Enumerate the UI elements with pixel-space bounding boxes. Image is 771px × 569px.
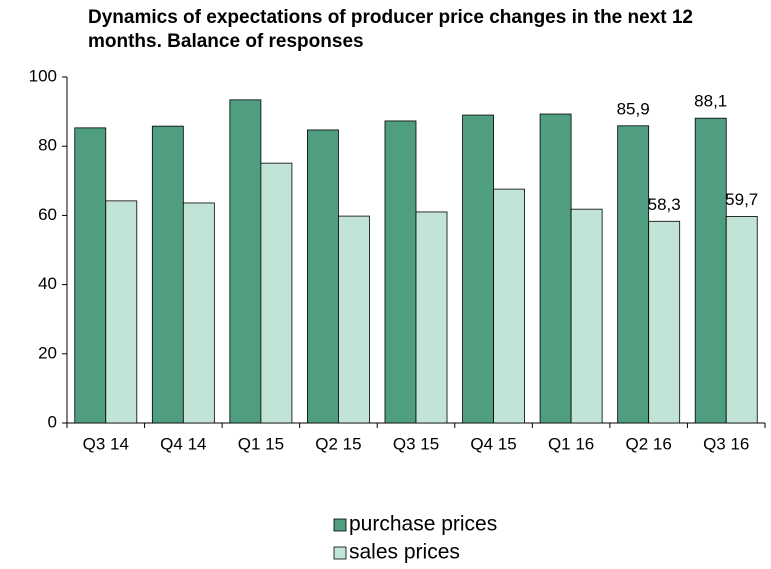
x-tick-label: Q2 16 (626, 434, 672, 453)
x-tick-label: Q1 16 (548, 434, 594, 453)
y-tick-label: 40 (38, 274, 57, 293)
x-tick-label: Q1 15 (238, 434, 284, 453)
bar (338, 215, 370, 424)
bar (648, 220, 681, 424)
bar (462, 114, 494, 424)
y-tick-label: 0 (48, 412, 57, 431)
x-tick-label: Q4 14 (160, 434, 206, 453)
bar (617, 125, 650, 424)
y-tick-label: 20 (38, 343, 57, 362)
x-tick-label: Q2 15 (315, 434, 361, 453)
chart-title: Dynamics of expectations of producer pri… (88, 7, 694, 52)
value-label: 59,7 (725, 190, 758, 209)
bar (539, 113, 572, 424)
bar (694, 117, 727, 424)
legend-label: sales prices (349, 541, 460, 564)
x-tick-label: Q4 15 (470, 434, 516, 453)
value-label: 88,1 (694, 92, 727, 111)
x-tick-label: Q3 16 (703, 434, 749, 453)
bar (260, 162, 293, 424)
value-label: 85,9 (617, 99, 650, 118)
legend-label: purchase prices (349, 513, 497, 536)
bar (74, 127, 107, 424)
legend-swatch (333, 518, 347, 532)
x-tick-label: Q3 14 (83, 434, 129, 453)
bar (415, 211, 448, 424)
y-tick-label: 60 (38, 205, 57, 224)
bar (182, 202, 215, 424)
bar (229, 99, 262, 424)
bar (725, 216, 758, 424)
y-tick-label: 100 (29, 66, 57, 85)
value-label: 58,3 (648, 195, 681, 214)
bar (570, 208, 603, 424)
bar (151, 125, 184, 424)
y-tick-label: 80 (38, 136, 57, 155)
bar (105, 200, 138, 424)
bar (307, 129, 339, 424)
legend-swatch (333, 546, 347, 560)
bar (493, 188, 525, 424)
bar (384, 120, 417, 424)
x-tick-label: Q3 15 (393, 434, 439, 453)
